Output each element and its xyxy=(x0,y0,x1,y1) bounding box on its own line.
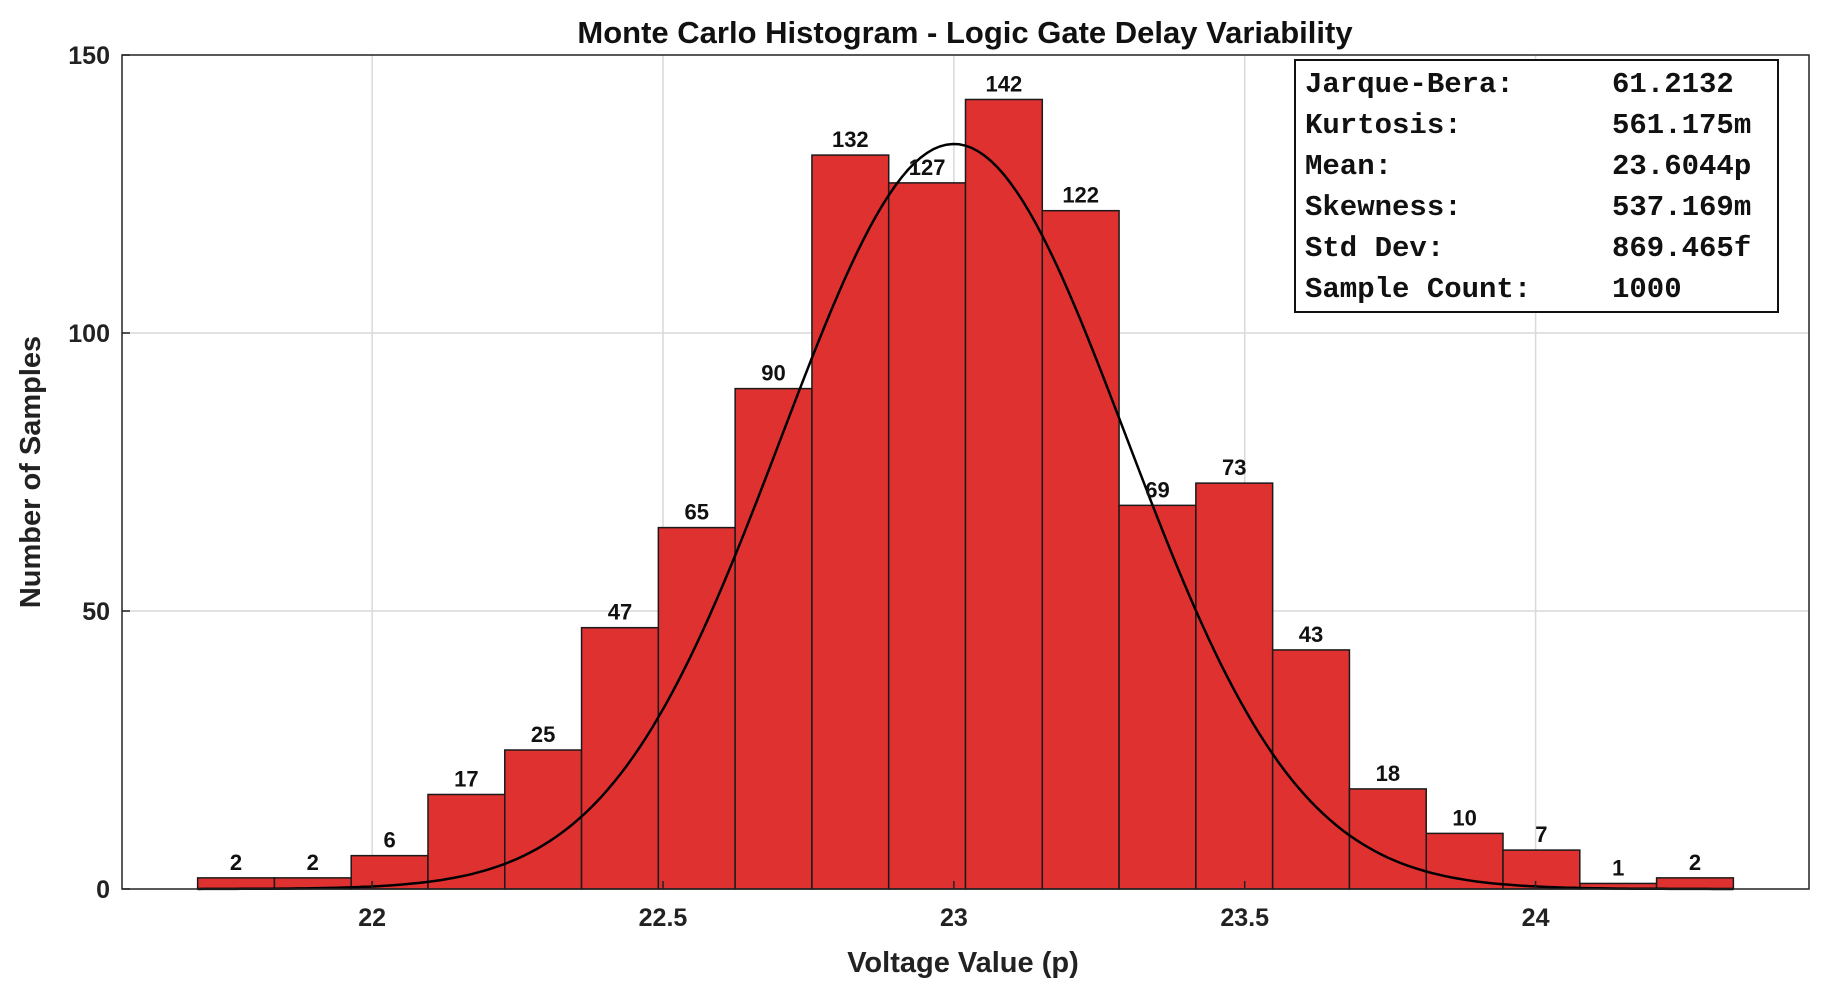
normal-fit-curve xyxy=(197,142,1734,891)
bar-value-label: 18 xyxy=(1376,761,1400,786)
bar-value-label: 2 xyxy=(307,850,319,875)
bar-value-label: 73 xyxy=(1222,455,1246,480)
stats-value: 537.169m xyxy=(1612,191,1751,224)
histogram-bar xyxy=(1271,649,1351,890)
histogram-bar xyxy=(1502,849,1581,890)
stats-box: Jarque-Bera: 61.2132 Kurtosis: 561.175m Mean… xyxy=(1294,59,1779,313)
histogram-bar xyxy=(964,98,1044,890)
bar-value-label: 90 xyxy=(761,361,785,386)
histogram-bar xyxy=(1041,209,1120,890)
chart-title: Monte Carlo Histogram - Logic Gate Delay… xyxy=(577,15,1353,50)
stats-label: Skewness: xyxy=(1305,191,1462,224)
stats-label: Sample Count: xyxy=(1305,273,1531,306)
x-tick-label: 23 xyxy=(940,904,968,932)
histogram-bar xyxy=(580,626,660,890)
y-axis-ticks: 0 50 100 150 xyxy=(68,42,130,904)
bar-value-label: 2 xyxy=(1689,850,1701,875)
bar-value-label: 142 xyxy=(986,71,1023,96)
y-tick-label: 50 xyxy=(82,598,110,626)
histogram-bar xyxy=(504,749,583,890)
bar-value-label: 47 xyxy=(608,600,632,625)
bar-value-label: 25 xyxy=(531,722,555,747)
x-tick-label: 24 xyxy=(1522,904,1550,932)
bar-value-label: 43 xyxy=(1299,622,1323,647)
stats-label: Std Dev: xyxy=(1305,232,1444,265)
bar-value-label: 1 xyxy=(1612,855,1624,880)
stats-box-frame xyxy=(1294,59,1779,313)
x-tick-label: 23.5 xyxy=(1220,904,1269,932)
bar-value-label: 65 xyxy=(685,500,709,525)
stats-value: 869.465f xyxy=(1612,232,1751,265)
bar-value-label: 69 xyxy=(1145,477,1169,502)
histogram-bar xyxy=(1118,504,1197,890)
histogram-bar xyxy=(196,877,276,890)
bar-value-label: 2 xyxy=(230,850,242,875)
x-axis-ticks: 22 22.5 23 23.5 24 xyxy=(358,881,1550,932)
stats-label: Kurtosis: xyxy=(1305,109,1462,142)
y-tick-label: 150 xyxy=(68,42,110,70)
histogram-bar xyxy=(734,387,813,890)
histogram-bar xyxy=(887,182,967,890)
histogram-bar xyxy=(1195,482,1274,890)
x-tick-label: 22.5 xyxy=(639,904,688,932)
stats-value: 1000 xyxy=(1612,273,1682,306)
bar-value-label: 6 xyxy=(383,828,395,853)
stats-value: 561.175m xyxy=(1612,109,1751,142)
bar-value-labels: 2 2 6 17 25 47 65 90 132 127 142 122 69 73 43 18 10 7 1 2 xyxy=(230,71,1701,880)
y-axis-title: Number of Samples xyxy=(15,336,47,608)
bar-value-label: 132 xyxy=(832,127,869,152)
histogram-bar xyxy=(1655,877,1735,890)
histogram-bars xyxy=(196,98,1735,890)
stats-value: 23.6044p xyxy=(1612,150,1751,183)
bar-value-label: 10 xyxy=(1452,805,1476,830)
y-tick-label: 0 xyxy=(96,876,110,904)
x-axis-title: Voltage Value (p) xyxy=(847,947,1079,979)
plot-frame xyxy=(121,54,1810,890)
stats-label: Mean: xyxy=(1305,150,1392,183)
stats-label: Jarque-Bera: xyxy=(1305,68,1514,101)
histogram-bar xyxy=(1348,788,1427,890)
x-tick-label: 22 xyxy=(358,904,386,932)
stats-value: 61.2132 xyxy=(1612,68,1734,101)
y-tick-label: 100 xyxy=(68,320,110,348)
bar-value-label: 127 xyxy=(909,155,946,180)
stats-rows: Jarque-Bera: 61.2132 Kurtosis: 561.175m Mean… xyxy=(1305,68,1751,306)
histogram-bar xyxy=(811,154,890,890)
bar-value-label: 17 xyxy=(454,766,478,791)
bar-value-label: 7 xyxy=(1535,822,1547,847)
bar-value-label: 122 xyxy=(1062,183,1099,208)
